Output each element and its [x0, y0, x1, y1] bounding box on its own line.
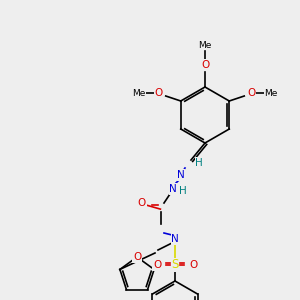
Text: O: O — [133, 252, 141, 262]
Text: O: O — [189, 260, 197, 270]
Text: O: O — [138, 198, 146, 208]
Text: S: S — [171, 259, 179, 272]
Text: O: O — [153, 260, 161, 270]
Text: Me: Me — [265, 88, 278, 98]
Text: O: O — [201, 60, 209, 70]
Text: N: N — [171, 234, 179, 244]
Text: O: O — [247, 88, 255, 98]
Text: O: O — [154, 88, 163, 98]
Text: H: H — [179, 186, 187, 196]
Text: N: N — [169, 184, 177, 194]
Text: Me: Me — [198, 40, 212, 50]
Text: H: H — [195, 158, 203, 168]
Text: Me: Me — [132, 88, 146, 98]
Text: N: N — [177, 170, 185, 180]
